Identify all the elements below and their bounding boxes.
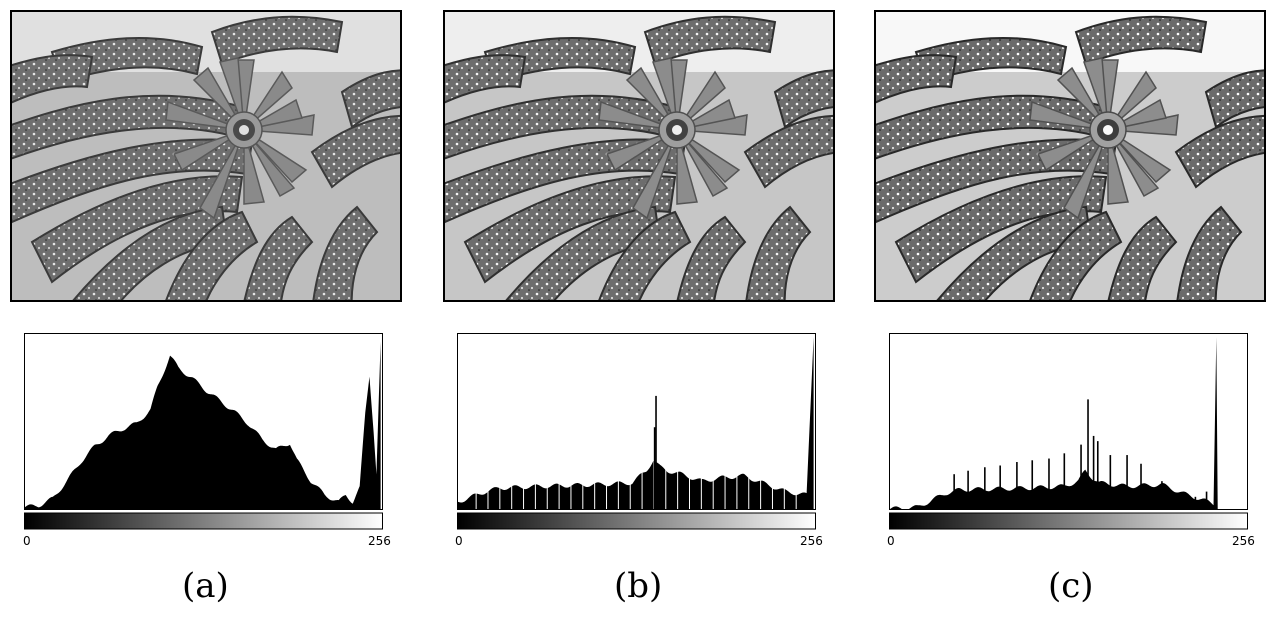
grayscale-ramp	[24, 512, 383, 530]
histogram-area	[890, 337, 1218, 509]
plot-frame	[889, 333, 1248, 510]
x-min-label-b: 0	[455, 534, 463, 548]
histogram-plot-c	[889, 333, 1248, 530]
grayscale-ramp	[889, 512, 1248, 530]
cactus-photo-a	[10, 10, 402, 302]
histogram-b	[457, 333, 816, 531]
caption-b: (b)	[614, 566, 663, 606]
histogram-area	[458, 336, 814, 509]
histogram-plot-a	[24, 333, 383, 530]
cactus-photo-b	[443, 10, 835, 302]
histogram-area	[25, 341, 381, 509]
cactus-flower-image	[12, 12, 400, 300]
cactus-photo-c	[874, 10, 1266, 302]
x-min-label-a: 0	[23, 534, 31, 548]
cactus-flower-image	[445, 12, 833, 300]
x-max-label-c: 256	[1232, 534, 1255, 548]
caption-c: (c)	[1048, 566, 1094, 606]
histogram-c	[889, 333, 1248, 531]
caption-a: (a)	[182, 566, 229, 606]
grayscale-ramp	[457, 512, 816, 530]
histogram-a	[24, 333, 383, 531]
x-min-label-c: 0	[887, 534, 895, 548]
x-max-label-a: 256	[368, 534, 391, 548]
x-max-label-b: 256	[800, 534, 823, 548]
cactus-flower-image	[876, 12, 1264, 300]
histogram-plot-b	[457, 333, 816, 530]
